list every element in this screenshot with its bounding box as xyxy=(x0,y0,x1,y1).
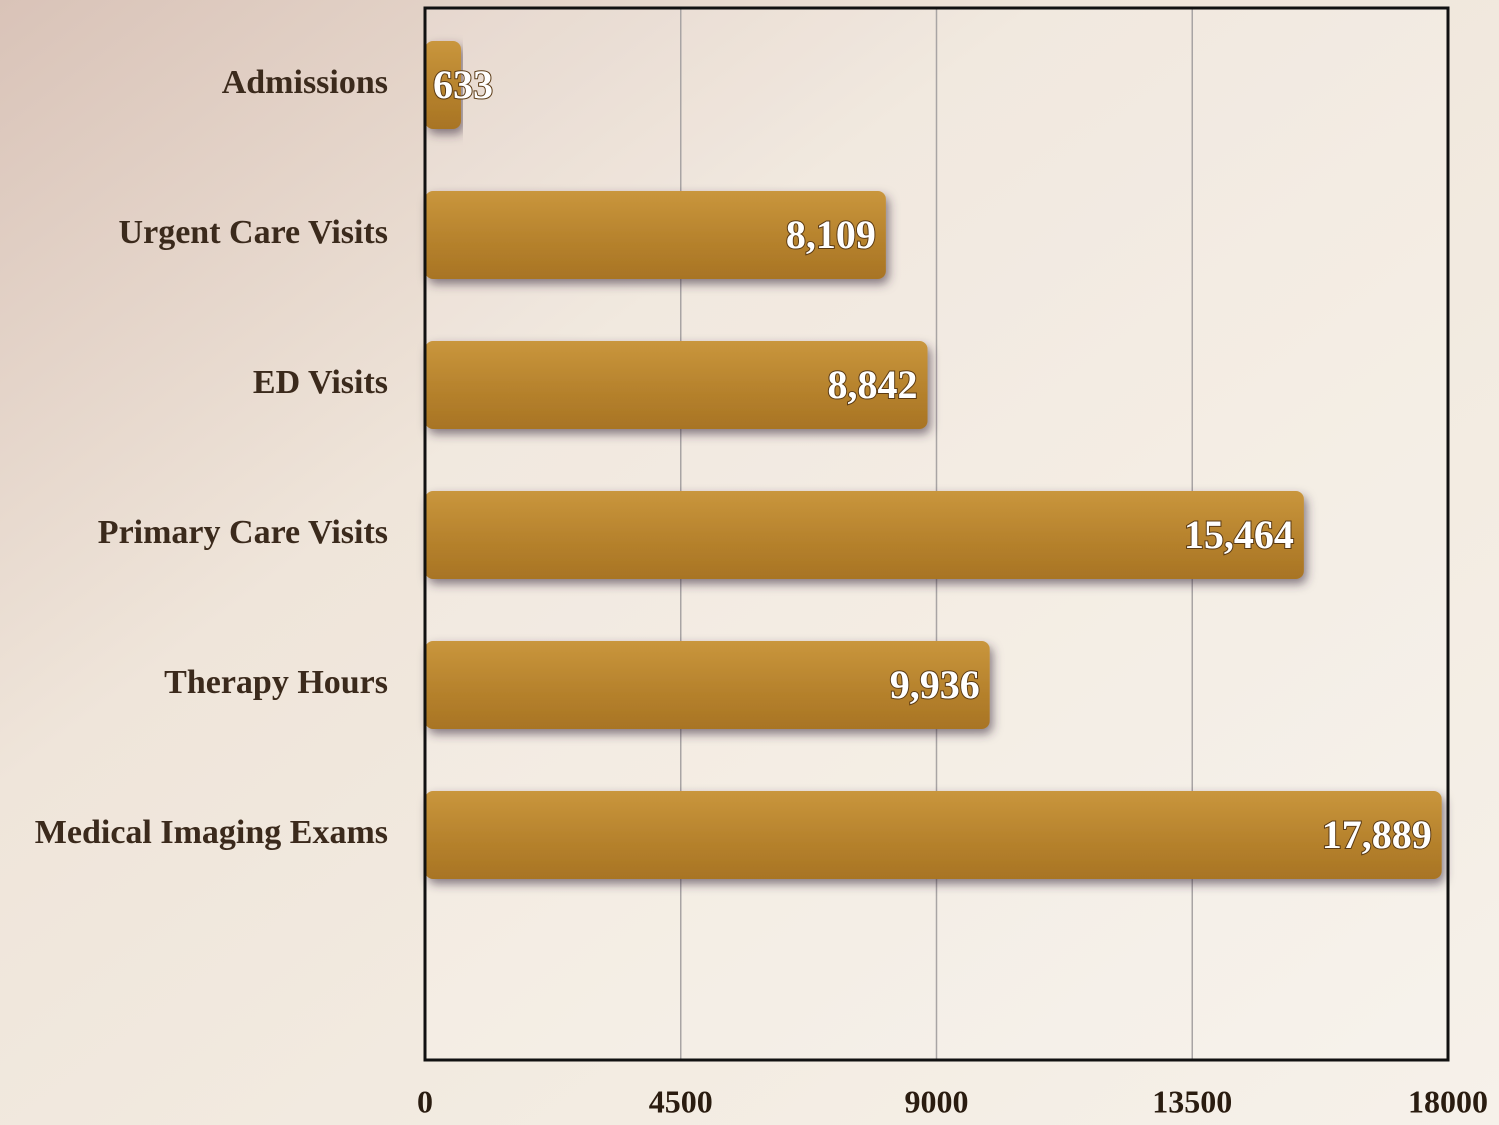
value-label: 15,464 xyxy=(1184,512,1294,557)
x-tick-label: 18000 xyxy=(1408,1083,1488,1119)
y-tick-label: Therapy Hours xyxy=(164,664,388,701)
y-tick-label: Medical Imaging Exams xyxy=(35,814,388,851)
value-label: 17,889 xyxy=(1322,812,1432,857)
value-label: 8,109 xyxy=(786,212,876,257)
value-label: 633 xyxy=(433,62,493,107)
bar xyxy=(425,491,1304,579)
y-tick-label: ED Visits xyxy=(253,364,388,401)
chart: 0 4500 9000 13500 18000 Admissions 633 Urgent C… xyxy=(0,0,1499,1125)
y-tick-label: Primary Care Visits xyxy=(98,514,388,551)
value-label: 9,936 xyxy=(890,662,980,707)
x-tick-label: 4500 xyxy=(649,1083,713,1119)
x-tick-label: 0 xyxy=(417,1083,433,1119)
x-tick-label: 13500 xyxy=(1152,1083,1232,1119)
value-label: 8,842 xyxy=(828,362,918,407)
bar xyxy=(425,791,1442,879)
y-tick-label: Urgent Care Visits xyxy=(119,214,388,251)
y-tick-label: Admissions xyxy=(222,64,388,101)
x-tick-label: 9000 xyxy=(905,1083,969,1119)
